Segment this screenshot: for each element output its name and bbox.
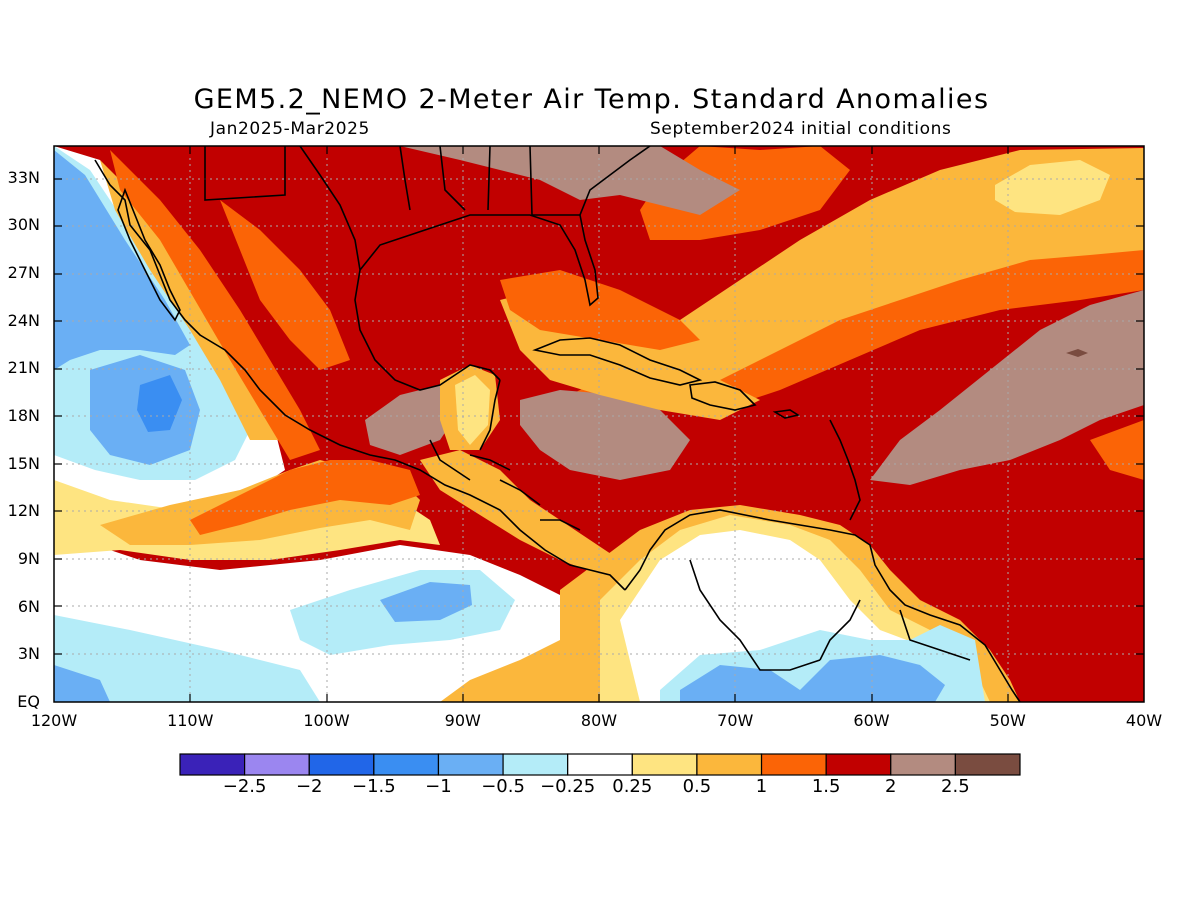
anomaly-region-atlantic-025: [995, 160, 1110, 215]
border-us-states: [399, 146, 580, 216]
anomaly-region-central-america-05: [420, 450, 620, 575]
coastline-mexico-pacific: [94, 159, 626, 591]
coastline-cuba: [532, 337, 703, 386]
coastline-puerto-rico: [772, 409, 801, 419]
colorbar-swatch: [179, 753, 246, 776]
coastline-south-america-north: [624, 509, 1021, 702]
lon-label: 80W: [580, 711, 618, 730]
colorbar-level-label: −0.5: [481, 776, 525, 797]
lat-label: 33N: [7, 167, 40, 187]
colorbar-swatch: [631, 753, 698, 776]
colorbar-level-label: 1.5: [811, 776, 841, 797]
anomaly-region-pacific-neutral: [54, 146, 580, 702]
anomaly-region-caribbean-1: [500, 270, 700, 350]
lat-label: 24N: [7, 310, 40, 330]
colorbar-level-label: −1.5: [351, 776, 396, 797]
lat-label: 12N: [7, 501, 40, 521]
colorbar-swatch: [437, 753, 504, 776]
anomaly-region-pacific-neg-sw: [54, 665, 110, 702]
colorbar-level-label: 2.5: [941, 776, 970, 797]
lat-label: EQ: [17, 692, 40, 711]
colorbar-swatch: [696, 753, 763, 776]
colorbar-level-label: −1: [425, 776, 452, 797]
anomaly-region-pacific-weak-neg-sw: [54, 615, 320, 702]
graticule: [54, 146, 1144, 702]
anomaly-region-pacific-neg-center: [137, 375, 182, 432]
coastline-gulf-of-mexico: [299, 146, 651, 451]
colorbar-level-label: 0.25: [612, 776, 653, 797]
colorbar-swatch: [760, 753, 827, 776]
lon-label: 60W: [853, 711, 890, 730]
anomaly-region-caribbean-2: [520, 390, 690, 480]
border-us-mexico: [204, 146, 286, 201]
lat-label: 6N: [17, 596, 40, 616]
lon-label: 40W: [1125, 711, 1163, 730]
lat-label: 3N: [17, 644, 40, 664]
axis-ticks: [54, 146, 1144, 702]
anomaly-region-atlantic-2-east: [870, 290, 1144, 485]
colorbar-swatch: [954, 753, 1021, 776]
colorbar-swatch: [890, 753, 956, 776]
colorbar: [179, 753, 1021, 776]
anomaly-region-coast-mexico-1: [110, 150, 320, 460]
lat-label: 27N: [7, 263, 40, 283]
colorbar-swatch: [373, 753, 440, 776]
coastline-lesser-antilles: [829, 419, 861, 521]
lon-label: 70W: [717, 711, 754, 730]
anomaly-region-pacific-neg-south: [380, 582, 472, 622]
colorbar-level-label: −0.25: [540, 776, 596, 797]
lon-label: 50W: [989, 711, 1026, 730]
coastlines: [94, 146, 1021, 702]
colorbar-level-label: −2.5: [222, 776, 267, 797]
lon-label: 110W: [167, 711, 214, 730]
lat-label: 15N: [7, 453, 40, 473]
map-title: GEM5.2_NEMO 2-Meter Air Temp. Standard A…: [193, 84, 990, 115]
colorbar-swatch: [567, 753, 633, 776]
lat-label: 9N: [17, 549, 40, 569]
border-south-america-internal: [689, 559, 971, 671]
anomaly-region-mexico-interior-1: [220, 200, 350, 370]
anomaly-region-atlantic-1-east: [1090, 420, 1144, 480]
lat-label: 30N: [7, 215, 40, 235]
anomaly-region-atlantic-25: [1066, 349, 1088, 357]
initial-conditions: September2024 initial conditions: [650, 119, 952, 139]
lat-label: 21N: [7, 358, 40, 378]
colorbar-swatch: [308, 753, 375, 776]
anomaly-region-gulf-2: [365, 385, 460, 455]
colorbar-level-label: −2: [295, 776, 323, 797]
lon-label: 120W: [30, 711, 78, 730]
colorbar-swatch: [502, 753, 569, 776]
colorbar-swatch: [825, 753, 892, 776]
colorbar-level-label: 1: [755, 776, 768, 797]
colorbar-swatch: [244, 753, 310, 776]
anomaly-region-sa-neg-east: [800, 655, 945, 702]
anomaly-region-yucatan-025: [455, 375, 490, 445]
colorbar-level-label: 0.5: [682, 776, 712, 797]
colorbar-level-label: 2: [885, 776, 897, 797]
anomaly-region-atlantic-05: [600, 148, 1144, 390]
forecast-period: Jan2025-Mar2025: [210, 119, 370, 139]
anomaly-region-sa-neg: [680, 665, 800, 702]
lat-label: 18N: [7, 406, 40, 426]
anomaly-region-atlantic-2-north: [400, 146, 740, 215]
lon-label: 90W: [444, 711, 481, 730]
anomaly-field: [54, 146, 1144, 702]
border-central-america: [429, 439, 581, 531]
lon-label: 100W: [303, 711, 350, 730]
coastline-baja: [117, 187, 181, 322]
coastline-hispaniola: [689, 381, 757, 411]
anomaly-region-coastal-1: [190, 460, 420, 535]
anomaly-region-pacific-neg-north: [54, 150, 190, 370]
